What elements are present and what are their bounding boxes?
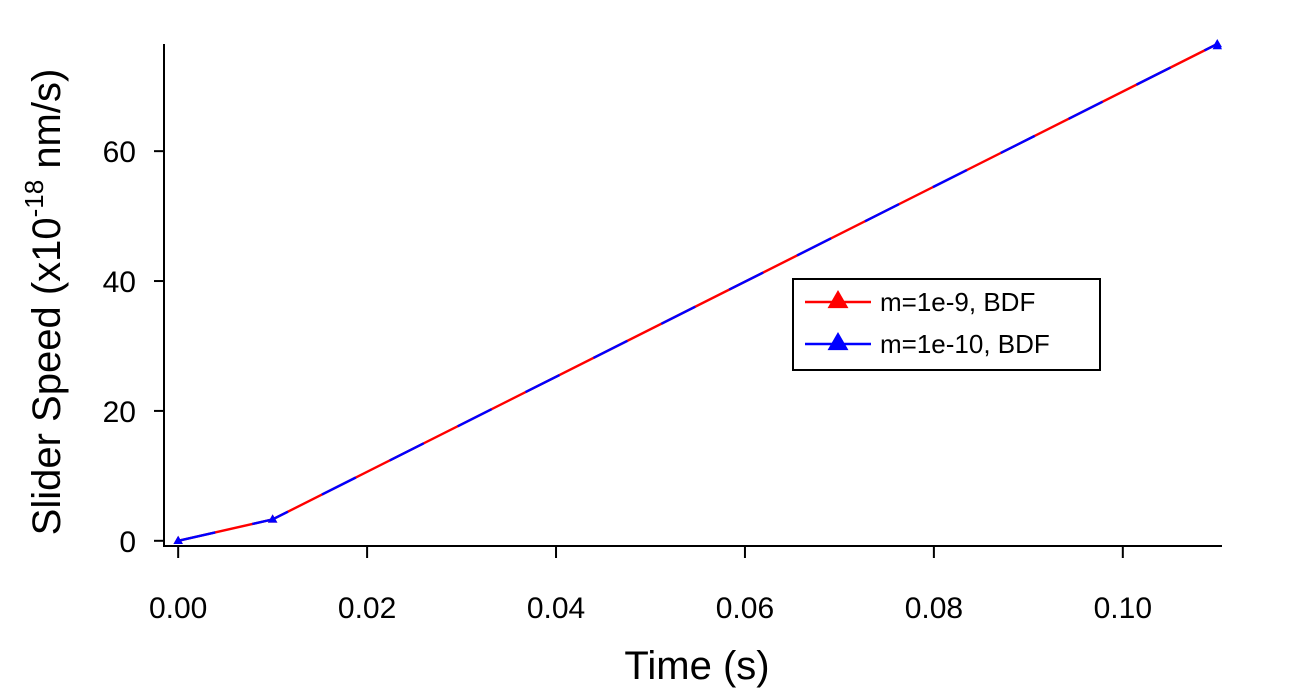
legend-marker-2 — [827, 332, 849, 351]
series-2-marker — [173, 535, 183, 545]
series-layer — [173, 39, 1223, 545]
x-axis-label: Time (s) — [624, 644, 769, 688]
x-tick-label: 0.02 — [338, 592, 396, 625]
legend-marker-1 — [827, 290, 849, 309]
y-axis-label-prefix: Slider Speed (x10 — [25, 217, 69, 535]
y-tick-label: 60 — [103, 136, 136, 169]
y-tick-label: 0 — [119, 526, 136, 559]
legend-label-1: m=1e-9, BDF — [880, 287, 1035, 317]
y-ticks: 0 20 40 60 — [103, 136, 164, 559]
x-tick-label: 0.10 — [1094, 592, 1152, 625]
x-tick-label: 0.04 — [527, 592, 585, 625]
y-axis-label-exponent: -18 — [19, 180, 49, 218]
x-tick-label: 0.08 — [905, 592, 963, 625]
y-axis-label-suffix: nm/s) — [25, 69, 69, 180]
series-2-marker — [267, 514, 278, 523]
series-end-marker — [1212, 41, 1223, 50]
x-ticks: 0.00 0.02 0.04 0.06 0.08 0.10 — [149, 546, 1152, 625]
y-tick-label: 40 — [103, 266, 136, 299]
legend-label-2: m=1e-10, BDF — [880, 329, 1050, 359]
y-axis-label: Slider Speed (x10-18 nm/s) — [19, 69, 69, 536]
legend-box — [792, 278, 1101, 371]
legend: m=1e-9, BDF m=1e-10, BDF — [792, 278, 1101, 371]
y-tick-label: 20 — [103, 396, 136, 429]
x-tick-label: 0.00 — [149, 592, 207, 625]
x-tick-label: 0.06 — [716, 592, 774, 625]
plot-area — [173, 39, 1223, 545]
